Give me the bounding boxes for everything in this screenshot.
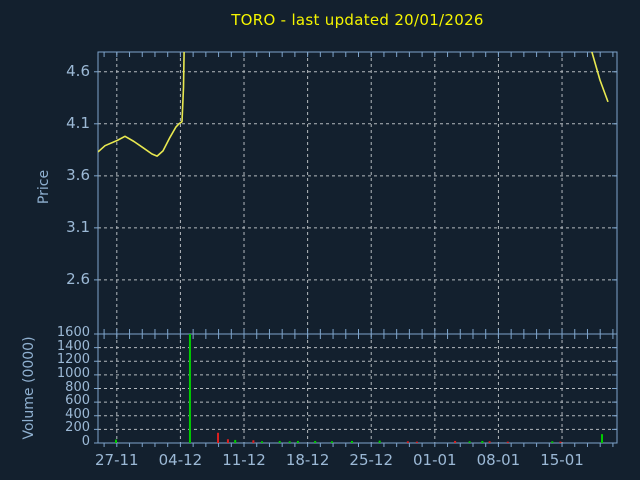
volume-tick-label: 1200 <box>56 352 90 368</box>
volume-bar <box>330 441 333 443</box>
volume-tick-label: 400 <box>65 406 90 422</box>
volume-bar <box>226 439 229 443</box>
volume-bar <box>378 440 381 443</box>
volume-bar <box>288 441 291 443</box>
x-tick-label: 08-01 <box>476 451 521 469</box>
volume-bar <box>454 440 457 443</box>
volume-tick-label: 1400 <box>56 338 90 354</box>
price-tick-label: 3.1 <box>66 217 90 236</box>
volume-bar <box>601 434 604 443</box>
x-tick-label: 04-12 <box>158 451 203 469</box>
volume-bar <box>468 441 471 443</box>
volume-tick-label: 1000 <box>56 365 90 381</box>
chart-title: TORO - last updated 20/01/2026 <box>231 11 484 29</box>
volume-tick-label: 1600 <box>56 325 90 340</box>
price-line <box>98 52 609 157</box>
volume-bar <box>261 441 264 443</box>
volume-bar <box>278 440 281 443</box>
volume-bar <box>481 440 484 443</box>
price-tick-label: 2.6 <box>66 269 90 288</box>
volume-bar <box>234 439 237 443</box>
volume-bar <box>252 440 255 443</box>
x-tick-label: 27-11 <box>95 451 139 469</box>
volume-bar <box>415 441 418 443</box>
volume-bar <box>114 439 117 443</box>
price-tick-label: 4.6 <box>66 61 90 80</box>
x-tick-label: 01-01 <box>413 451 457 469</box>
volume-bar <box>559 441 562 443</box>
x-tick-label: 25-12 <box>349 451 394 469</box>
volume-tick-label: 800 <box>65 379 90 395</box>
price-tick-label: 4.1 <box>66 113 90 132</box>
volume-tick-label: 0 <box>81 434 90 449</box>
volume-bar <box>506 441 509 443</box>
x-tick-label: 11-12 <box>222 451 266 469</box>
volume-bar <box>188 334 191 443</box>
volume-bar <box>217 432 220 443</box>
volume-bar <box>350 440 353 443</box>
volume-bar <box>296 440 299 443</box>
volume-tick-label: 200 <box>65 420 90 436</box>
volume-bar <box>488 441 491 443</box>
volume-bar <box>406 441 409 443</box>
volume-tick-label: 600 <box>65 393 90 409</box>
x-tick-label: 18-12 <box>285 451 330 469</box>
volume-bar <box>551 441 554 443</box>
x-tick-label: 15-01 <box>540 451 584 469</box>
price-tick-label: 3.6 <box>66 165 90 184</box>
volume-bar <box>314 440 317 443</box>
